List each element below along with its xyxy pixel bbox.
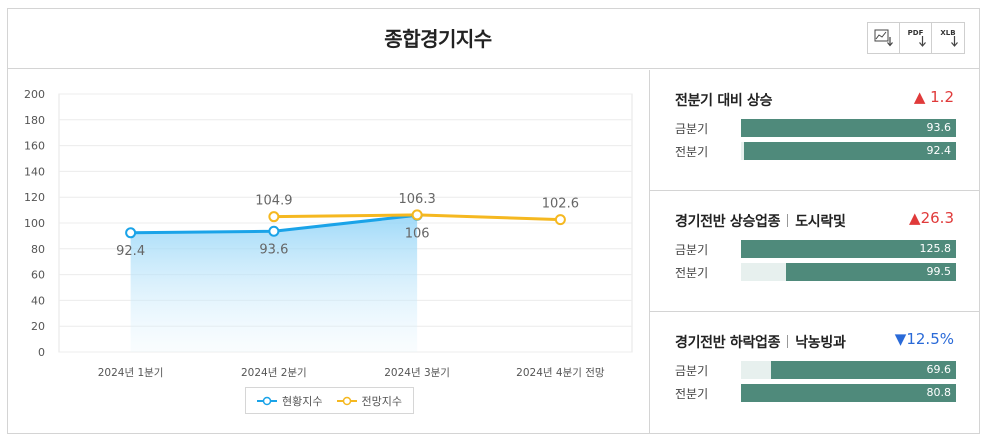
pdf-label: PDF xyxy=(907,29,924,37)
y-tick-label: 100 xyxy=(24,217,45,230)
panel-header: 종합경기지수 PDF xyxy=(8,9,979,69)
change-value: 26.3 xyxy=(920,209,954,227)
card-title: 전분기 대비 상승 xyxy=(675,93,773,109)
card-title: 경기전반 상승업종 도시락및 xyxy=(675,214,846,230)
bar-fill xyxy=(785,263,956,281)
legend-current-marker-icon xyxy=(257,396,278,405)
y-tick-label: 140 xyxy=(24,165,45,178)
chart-image-download-button[interactable] xyxy=(868,23,900,53)
y-tick-label: 200 xyxy=(24,88,45,101)
bar-label: 금분기 xyxy=(675,364,709,378)
summary-sidebar: 전분기 대비 상승 ▲ 1.2 금분기 93.6 전분기 92.4 경기전반 상… xyxy=(649,70,980,434)
chart-canvas: 0 20 40 60 80 100 120 140 160 180 200 2024년 1분기 2024… xyxy=(24,88,633,379)
data-label: 92.4 xyxy=(116,244,145,259)
bar-label: 금분기 xyxy=(675,122,709,136)
card-falling-industry: 경기전반 하락업종 낙농빙과 ▼12.5% 금분기 69.6 전분기 80.8 xyxy=(650,312,980,433)
bar-value: 80.8 xyxy=(926,386,952,399)
bar-fill xyxy=(741,119,956,137)
y-tick-label: 120 xyxy=(24,191,45,204)
bar-row-current: 금분기 125.8 xyxy=(675,240,965,258)
title-divider xyxy=(787,335,789,348)
x-tick-label: 2024년 1분기 xyxy=(98,367,164,379)
y-tick-label: 60 xyxy=(31,269,45,282)
index-panel: 종합경기지수 PDF xyxy=(7,8,980,434)
change-down-icon: ▼ xyxy=(894,330,907,348)
bar-value: 69.6 xyxy=(926,363,952,376)
chart-legend: 현황지수 전망지수 xyxy=(245,387,414,414)
change-indicator: ▲ 1.2 xyxy=(914,88,954,106)
change-indicator: ▲26.3 xyxy=(909,209,954,227)
bar-value: 125.8 xyxy=(919,242,952,255)
download-toolbar: PDF XLB xyxy=(867,22,965,54)
card-quarter-change: 전분기 대비 상승 ▲ 1.2 금분기 93.6 전분기 92.4 xyxy=(650,70,980,191)
bar-fill xyxy=(741,240,956,258)
xlb-label: XLB xyxy=(940,29,956,37)
excel-download-icon xyxy=(951,36,958,47)
chart-download-icon xyxy=(874,29,893,47)
data-point xyxy=(411,209,423,221)
bar-label: 금분기 xyxy=(675,243,709,257)
x-tick-label: 2024년 2분기 xyxy=(241,367,307,379)
bar-fill xyxy=(770,361,956,379)
data-label: 93.6 xyxy=(259,242,288,257)
line-chart: 0 20 40 60 80 100 120 140 160 180 200 2024년 1분기 2024… xyxy=(8,70,649,434)
series-area-0 xyxy=(130,215,418,352)
data-label: 102.6 xyxy=(542,197,579,212)
page-title: 종합경기지수 xyxy=(384,27,492,51)
data-label: 106 xyxy=(405,226,430,241)
card-rising-industry: 경기전반 상승업종 도시락및 ▲26.3 금분기 125.8 전분기 99.5 xyxy=(650,191,980,312)
change-indicator: ▼12.5% xyxy=(895,330,954,348)
change-up-icon: ▲ xyxy=(909,209,921,227)
data-label: 106.3 xyxy=(399,192,436,207)
legend-item-current[interactable]: 현황지수 xyxy=(257,393,323,409)
title-divider xyxy=(787,214,789,227)
bar-row-previous: 전분기 80.8 xyxy=(675,384,965,402)
pdf-download-icon xyxy=(918,36,926,47)
card-title: 경기전반 하락업종 낙농빙과 xyxy=(675,335,846,351)
x-tick-label: 2024년 4분기 전망 xyxy=(516,367,605,379)
bar-value: 92.4 xyxy=(926,144,952,157)
y-tick-label: 160 xyxy=(24,140,45,153)
bar-label: 전분기 xyxy=(675,387,709,401)
bar-fill xyxy=(741,384,956,402)
bar-value: 99.5 xyxy=(926,265,952,278)
pdf-download-button[interactable]: PDF xyxy=(900,23,932,53)
y-tick-label: 20 xyxy=(31,320,45,333)
data-point xyxy=(268,225,280,237)
data-label: 104.9 xyxy=(255,194,292,209)
excel-download-button[interactable]: XLB xyxy=(932,23,964,53)
data-point xyxy=(268,211,280,223)
bar-label: 전분기 xyxy=(675,266,709,280)
bar-value: 93.6 xyxy=(926,121,952,134)
change-value: 1.2 xyxy=(930,88,954,106)
y-tick-label: 80 xyxy=(31,243,45,256)
industry-name: 낙농빙과 xyxy=(795,335,846,351)
bar-label: 전분기 xyxy=(675,145,709,159)
y-tick-label: 0 xyxy=(38,346,45,359)
legend-current-label: 현황지수 xyxy=(282,394,323,408)
bar-row-current: 금분기 93.6 xyxy=(675,119,965,137)
bar-fill xyxy=(743,142,956,160)
x-tick-label: 2024년 3분기 xyxy=(384,367,450,379)
legend-forecast-label: 전망지수 xyxy=(361,394,402,408)
y-tick-label: 180 xyxy=(24,114,45,127)
data-point xyxy=(554,214,566,226)
bar-row-previous: 전분기 99.5 xyxy=(675,263,965,281)
legend-forecast-marker-icon xyxy=(336,396,357,405)
change-up-icon: ▲ xyxy=(913,88,926,106)
change-value: 12.5% xyxy=(906,330,954,348)
bar-row-current: 금분기 69.6 xyxy=(675,361,965,379)
legend-item-forecast[interactable]: 전망지수 xyxy=(336,393,402,409)
industry-name: 도시락및 xyxy=(795,214,846,230)
data-point xyxy=(125,227,137,239)
y-tick-label: 40 xyxy=(31,294,45,307)
bar-row-previous: 전분기 92.4 xyxy=(675,142,965,160)
